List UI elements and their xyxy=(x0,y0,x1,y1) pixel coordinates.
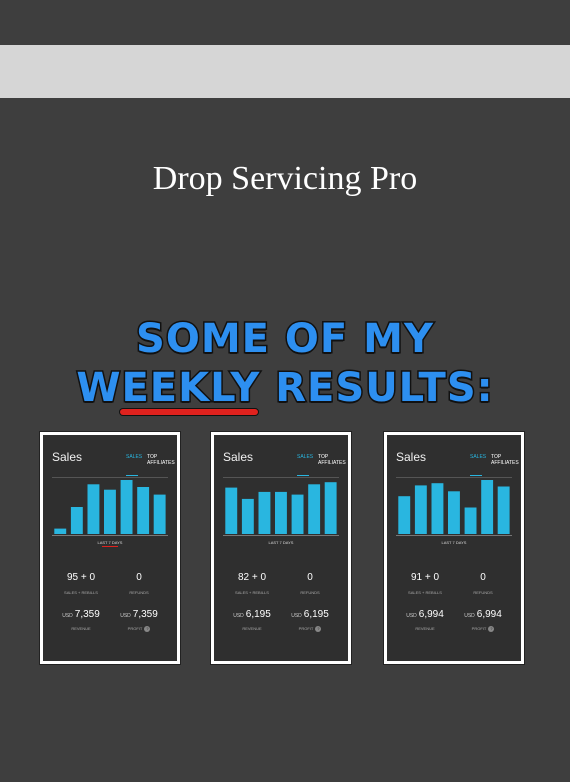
refunds-label: REFUNDS xyxy=(300,590,320,595)
chart-bar xyxy=(431,483,444,534)
tab-sales[interactable]: SALES xyxy=(126,454,143,460)
sales-rebills-value: 82 + 0 xyxy=(237,572,267,583)
chart-bar xyxy=(137,487,150,534)
chart-bar xyxy=(120,480,133,534)
card-title: Sales xyxy=(52,450,83,464)
currency-label: USD xyxy=(406,613,417,619)
chart-baseline xyxy=(52,535,168,536)
tab-active-indicator xyxy=(297,475,309,476)
profit-label: PROFIT xyxy=(127,626,143,632)
sales-bar-chart xyxy=(225,482,337,534)
chart-bar xyxy=(70,507,83,534)
chart-bar xyxy=(398,496,411,534)
chart-bar xyxy=(308,484,321,534)
profit-label-row: PROFIT? xyxy=(455,626,511,632)
chart-bar xyxy=(104,489,116,534)
tab-top-affiliates[interactable]: TOP AFFILIATES xyxy=(147,454,175,466)
period-label[interactable]: LAST 7 DAYS xyxy=(441,540,467,545)
period-underline xyxy=(102,546,118,547)
profit-label-row: PROFIT? xyxy=(282,626,338,632)
tab-top-affiliates[interactable]: TOP AFFILIATES xyxy=(318,454,346,466)
sales-rebills-label: SALES + REBILLS xyxy=(235,590,269,595)
currency-label: USD xyxy=(464,613,475,619)
profit-value: USD 6,195 xyxy=(282,609,338,620)
tab-active-indicator xyxy=(470,475,482,476)
sales-bar-chart xyxy=(54,480,166,534)
chart-bar xyxy=(275,491,287,534)
chart-bar xyxy=(54,528,67,534)
sales-rebills-label: SALES + REBILLS xyxy=(64,590,98,595)
profit-value: USD 7,359 xyxy=(111,609,167,620)
sales-card-1: Sales SALES TOP AFFILIATES LAST 7 DAYS 9… xyxy=(40,432,180,664)
tab-top-affiliates[interactable]: TOP AFFILIATES xyxy=(491,454,519,466)
chart-baseline xyxy=(223,535,339,536)
currency-label: USD xyxy=(120,613,131,619)
chart-bar xyxy=(87,484,100,534)
revenue-amount: 6,195 xyxy=(245,609,271,620)
period-label[interactable]: LAST 7 DAYS xyxy=(97,540,123,545)
card-title: Sales xyxy=(396,450,427,464)
profit-amount: 7,359 xyxy=(132,609,158,620)
sales-card-2: Sales SALES TOP AFFILIATES LAST 7 DAYS 8… xyxy=(211,432,351,664)
revenue-label: REVENUE xyxy=(242,626,262,631)
revenue-label: REVENUE xyxy=(71,626,91,631)
header-banner xyxy=(0,45,570,98)
sales-rebills-value: 91 + 0 xyxy=(410,572,440,583)
divider xyxy=(223,477,339,478)
chart-bar xyxy=(324,482,337,534)
revenue-value: USD 7,359 xyxy=(53,609,109,620)
weekly-underline xyxy=(120,409,258,415)
info-icon[interactable]: ? xyxy=(315,626,322,632)
chart-bar xyxy=(481,480,494,534)
profit-label: PROFIT xyxy=(298,626,314,632)
refunds-label: REFUNDS xyxy=(473,590,493,595)
card-title: Sales xyxy=(223,450,254,464)
revenue-label: REVENUE xyxy=(415,626,435,631)
tab-sales[interactable]: SALES xyxy=(297,454,314,460)
profit-label-row: PROFIT? xyxy=(111,626,167,632)
sales-bar-chart xyxy=(398,480,510,534)
chart-bar xyxy=(291,494,304,534)
sales-rebills-label: SALES + REBILLS xyxy=(408,590,442,595)
chart-bar xyxy=(497,486,510,534)
info-icon[interactable]: ? xyxy=(144,626,151,632)
divider xyxy=(396,477,512,478)
currency-label: USD xyxy=(233,613,244,619)
chart-bar xyxy=(225,487,238,534)
profit-amount: 6,994 xyxy=(476,609,502,620)
currency-label: USD xyxy=(62,613,73,619)
headline-line-1: SOME OF MY xyxy=(135,315,435,364)
refunds-value: 0 xyxy=(480,572,486,583)
revenue-amount: 6,994 xyxy=(418,609,444,620)
refunds-value: 0 xyxy=(307,572,313,583)
profit-label: PROFIT xyxy=(471,626,487,632)
revenue-value: USD 6,195 xyxy=(224,609,280,620)
top-strip xyxy=(0,0,570,45)
tab-sales[interactable]: SALES xyxy=(470,454,487,460)
refunds-label: REFUNDS xyxy=(129,590,149,595)
divider xyxy=(52,477,168,478)
revenue-value: USD 6,994 xyxy=(397,609,453,620)
chart-bar xyxy=(414,485,427,534)
chart-bar xyxy=(448,491,460,534)
sales-rebills-value: 95 + 0 xyxy=(66,572,96,583)
chart-bar xyxy=(153,494,166,534)
info-icon[interactable]: ? xyxy=(488,626,495,632)
chart-bar xyxy=(464,507,477,534)
revenue-amount: 7,359 xyxy=(74,609,100,620)
headline-line-2: WEEKLY RESULTS: xyxy=(75,364,494,413)
profit-value: USD 6,994 xyxy=(455,609,511,620)
currency-label: USD xyxy=(291,613,302,619)
chart-bar xyxy=(241,498,254,534)
tab-active-indicator xyxy=(126,475,138,476)
sales-card-3: Sales SALES TOP AFFILIATES LAST 7 DAYS 9… xyxy=(384,432,524,664)
chart-baseline xyxy=(396,535,512,536)
page-title: Drop Servicing Pro xyxy=(152,160,418,197)
period-label[interactable]: LAST 7 DAYS xyxy=(268,540,294,545)
chart-bar xyxy=(258,491,271,534)
profit-amount: 6,195 xyxy=(303,609,329,620)
refunds-value: 0 xyxy=(136,572,142,583)
